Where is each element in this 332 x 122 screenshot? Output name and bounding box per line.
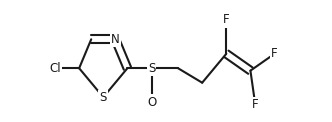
Text: F: F: [223, 14, 230, 26]
Text: S: S: [100, 91, 107, 104]
Text: F: F: [252, 98, 259, 111]
Text: Cl: Cl: [49, 62, 61, 75]
Text: S: S: [148, 62, 155, 75]
Text: N: N: [111, 33, 120, 46]
Text: F: F: [271, 47, 278, 60]
Text: O: O: [147, 96, 156, 108]
